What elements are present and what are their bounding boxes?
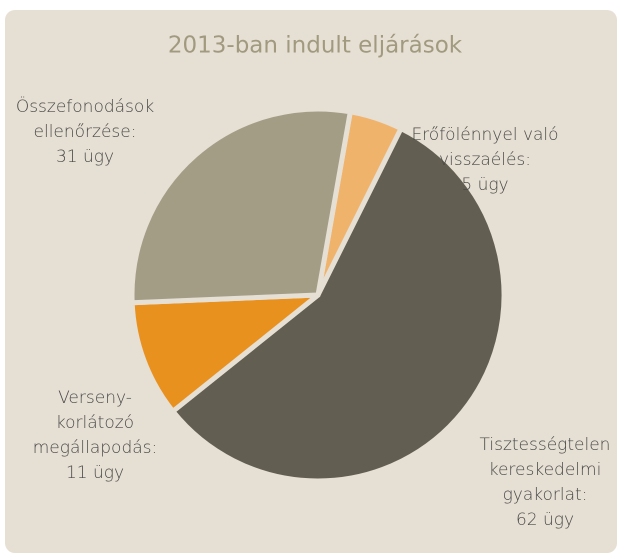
slice-value-label: 62 ügy bbox=[516, 510, 574, 530]
slice-label: Erőfölénnyel való bbox=[411, 125, 558, 145]
pie-slice bbox=[129, 292, 321, 414]
slice-value-label: 11 ügy bbox=[66, 463, 124, 483]
pie-slice bbox=[129, 106, 353, 306]
slice-label: visszaélés: bbox=[439, 150, 531, 170]
slice-label: gyakorlat: bbox=[503, 485, 588, 505]
slice-value-label: 31 ügy bbox=[56, 147, 114, 167]
slice-label: Tisztességtelen bbox=[480, 435, 611, 455]
slice-label: kereskedelmi bbox=[489, 460, 602, 480]
slice-label: Verseny- bbox=[58, 388, 132, 408]
pie-slice bbox=[170, 126, 507, 484]
chart-title: 2013-ban indult eljárások bbox=[168, 33, 463, 59]
slice-label: ellenőrzése: bbox=[34, 122, 137, 142]
slice-label: megállapodás: bbox=[33, 438, 158, 458]
slice-label: Összefonodások bbox=[16, 95, 155, 117]
slice-label: korlátozó bbox=[56, 413, 134, 433]
slice-value-label: 5 ügy bbox=[461, 175, 508, 195]
